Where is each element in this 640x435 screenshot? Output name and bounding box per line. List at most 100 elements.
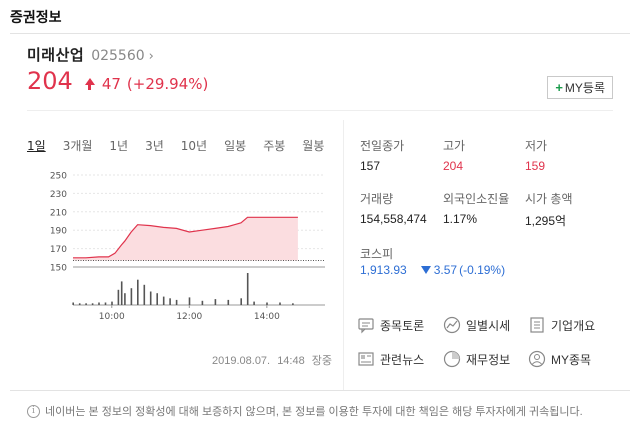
arrow-down-icon (420, 266, 431, 274)
link-news[interactable]: 관련뉴스 (357, 350, 424, 368)
low-value: 159 (525, 159, 546, 173)
kospi-cell[interactable]: 코스피 (360, 245, 450, 262)
market-cap-label: 시가 총액 (525, 192, 573, 206)
link-company-label: 기업개요 (551, 318, 596, 333)
volume-bar (91, 303, 94, 305)
link-news-label: 관련뉴스 (380, 352, 425, 367)
volume-bar (130, 288, 133, 305)
stock-name[interactable]: 미래산업 (27, 46, 85, 64)
stock-header[interactable]: 미래산업 025560 › (27, 44, 154, 65)
plus-icon: + (555, 80, 563, 95)
price-row: 204 47 (+29.94%) (27, 67, 208, 95)
high-label: 고가 (443, 139, 466, 153)
link-financial[interactable]: 재무정보 (443, 350, 510, 368)
volume-bar (143, 284, 146, 305)
tab-period[interactable]: 1일 (27, 139, 46, 153)
vertical-divider (343, 120, 344, 390)
tab-period[interactable]: 1년 (109, 139, 129, 153)
foreign-ratio-cell: 외국인소진율 1.17% (443, 190, 533, 226)
top-divider (10, 33, 630, 34)
volume-bar (98, 302, 100, 305)
tab-period[interactable]: 월봉 (302, 139, 325, 153)
volume-bar (137, 279, 139, 305)
volume-bar (279, 302, 281, 305)
volume-bar (117, 289, 120, 305)
y-tick-label: 150 (50, 264, 67, 274)
pie-icon (443, 350, 461, 368)
my-register-button[interactable]: + MY등록 (547, 76, 613, 99)
high-cell: 고가 204 (443, 137, 533, 173)
person-icon (528, 350, 546, 368)
price-change: 47 (101, 75, 121, 93)
volume-bar (149, 291, 152, 305)
foreign-ratio-label: 외국인소진율 (443, 192, 510, 206)
tab-period[interactable]: 주봉 (263, 139, 286, 153)
volume-cell: 거래량 154,558,474 (360, 190, 450, 226)
volume-bar (188, 297, 191, 305)
volume-bar (169, 298, 171, 305)
price-change-rate: (+29.94%) (126, 75, 209, 93)
y-tick-label: 210 (50, 208, 67, 218)
x-tick-label: 10:00 (99, 312, 125, 322)
tab-period[interactable]: 3개월 (62, 139, 93, 153)
tab-period[interactable]: 10년 (180, 139, 208, 153)
low-cell: 저가 159 (525, 137, 615, 173)
x-tick-label: 14:00 (254, 312, 280, 322)
volume-bar (124, 293, 126, 305)
volume-bar (111, 301, 113, 305)
tab-period[interactable]: 일봉 (224, 139, 247, 153)
volume-bar (266, 302, 268, 305)
trend-icon (443, 316, 461, 334)
volume-bar (246, 273, 249, 305)
link-company[interactable]: 기업개요 (528, 316, 595, 334)
link-discussion[interactable]: 종목토론 (357, 316, 424, 334)
y-tick-label: 230 (50, 190, 67, 200)
intraday-chart: 250 230 210 190 170 150 10:00 12:00 14:00 (50, 172, 325, 322)
volume-bar (72, 302, 74, 305)
volume-bar (156, 293, 158, 305)
volume-bar (201, 300, 204, 305)
info-icon: i (27, 404, 40, 418)
kospi-label[interactable]: 코스피 (360, 247, 394, 261)
stock-code[interactable]: 025560 (91, 48, 145, 64)
volume-bar (214, 299, 217, 305)
link-my-stocks-label: MY종목 (551, 352, 592, 367)
arrow-up-icon (84, 78, 95, 90)
volume-bar (85, 303, 87, 305)
document-icon (530, 317, 544, 333)
volume-bar (162, 296, 165, 305)
link-my-stocks[interactable]: MY종목 (528, 350, 591, 368)
current-price: 204 (27, 67, 73, 95)
kospi-value-row[interactable]: 1,913.93 3.57 (-0.19%) (360, 263, 505, 277)
chevron-right-icon[interactable]: › (148, 49, 154, 64)
my-register-label: MY등록 (564, 81, 605, 95)
prev-close-cell: 전일종가 157 (360, 137, 450, 173)
section-title: 증권정보 (10, 10, 62, 26)
chat-icon (358, 318, 374, 334)
volume-bar (292, 303, 294, 305)
mid-divider (27, 110, 613, 111)
y-tick-label: 170 (50, 245, 67, 255)
volume-bar (253, 301, 255, 305)
volume-bar (227, 299, 230, 305)
price-line (73, 216, 298, 259)
link-financial-label: 재무정보 (466, 352, 511, 367)
volume-label: 거래량 (360, 192, 394, 206)
y-tick-label: 190 (50, 227, 67, 237)
kospi-value: 1,913.93 (360, 263, 407, 277)
link-daily-label: 일별시세 (466, 318, 511, 333)
price-area (73, 217, 298, 261)
volume-value: 154,558,474 (360, 212, 427, 226)
link-daily[interactable]: 일별시세 (443, 316, 510, 334)
x-tick-label: 12:00 (176, 312, 202, 322)
high-value: 204 (443, 159, 464, 173)
prev-close-label: 전일종가 (360, 139, 405, 153)
market-status: 장중 (311, 355, 333, 367)
prev-close-value: 157 (360, 159, 381, 173)
tab-period[interactable]: 3년 (145, 139, 164, 153)
disclaimer-text: 네이버는 본 정보의 정확성에 대해 보증하지 않으며, 본 정보를 이용한 투… (45, 406, 583, 418)
volume-bar (78, 303, 81, 305)
disclaimer: i 네이버는 본 정보의 정확성에 대해 보증하지 않으며, 본 정보를 이용한… (27, 403, 583, 419)
news-icon (358, 352, 374, 366)
link-discussion-label: 종목토론 (380, 318, 425, 333)
